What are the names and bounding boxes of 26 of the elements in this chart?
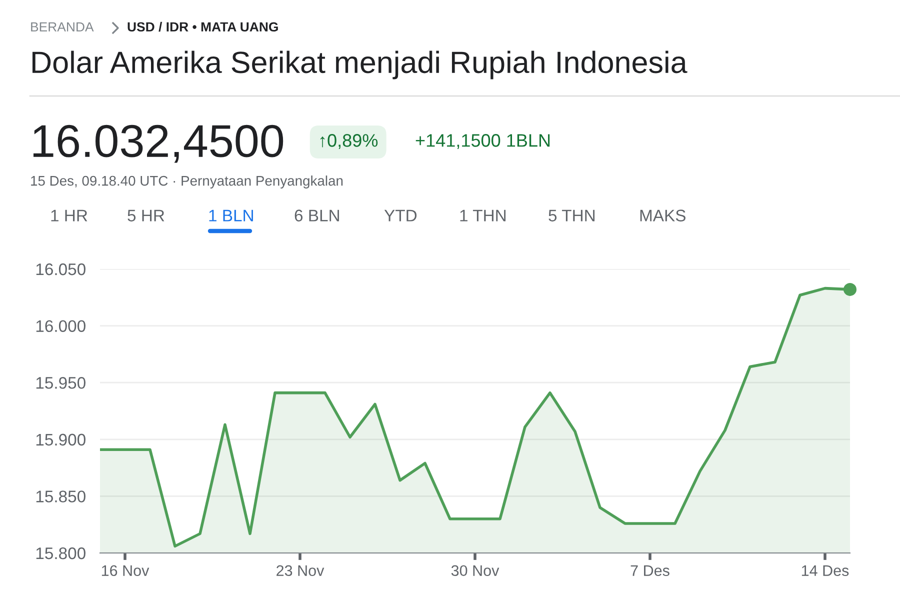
text: +141,1500 1BLN (416, 134, 550, 149)
x-tick-label: 30 Nov (451, 565, 500, 576)
text: 1 HR (51, 210, 88, 222)
text: 15 Des, 09.18.40 UTC · Pernyataan Penyangkalan (31, 176, 343, 188)
y-tick-label: 15.950 (36, 377, 86, 389)
text: YTD (384, 210, 417, 222)
x-tick-label: 7 Des (630, 565, 670, 576)
text: 5 HR (128, 210, 164, 222)
y-tick-label: 16.050 (36, 263, 86, 276)
x-tick-label: 23 Nov (276, 565, 324, 576)
text: 16.032,4500 (33, 124, 284, 163)
text: ↑0,89% (320, 134, 378, 149)
x-tick-label: 14 Des (802, 565, 849, 576)
y-tick-label: 15.850 (36, 490, 86, 502)
chart-title: Dolar Amerika Serikat menjadi Rupiah Indonesia (32, 50, 688, 80)
text: 6 BLN (294, 210, 339, 222)
y-tick-label: 16.000 (36, 320, 86, 332)
y-tick-label: 15.800 (36, 547, 86, 560)
y-tick-label: 15.900 (36, 434, 86, 446)
text: 1 BLN (209, 210, 253, 222)
text: 1 THN (460, 210, 506, 222)
text: MAKS (640, 210, 686, 222)
text: USD / IDR • MATA UANG (128, 22, 278, 32)
x-tick-label: 16 Nov (102, 565, 150, 576)
text: 5 THN (548, 210, 594, 222)
text: BERANDA (31, 22, 94, 32)
